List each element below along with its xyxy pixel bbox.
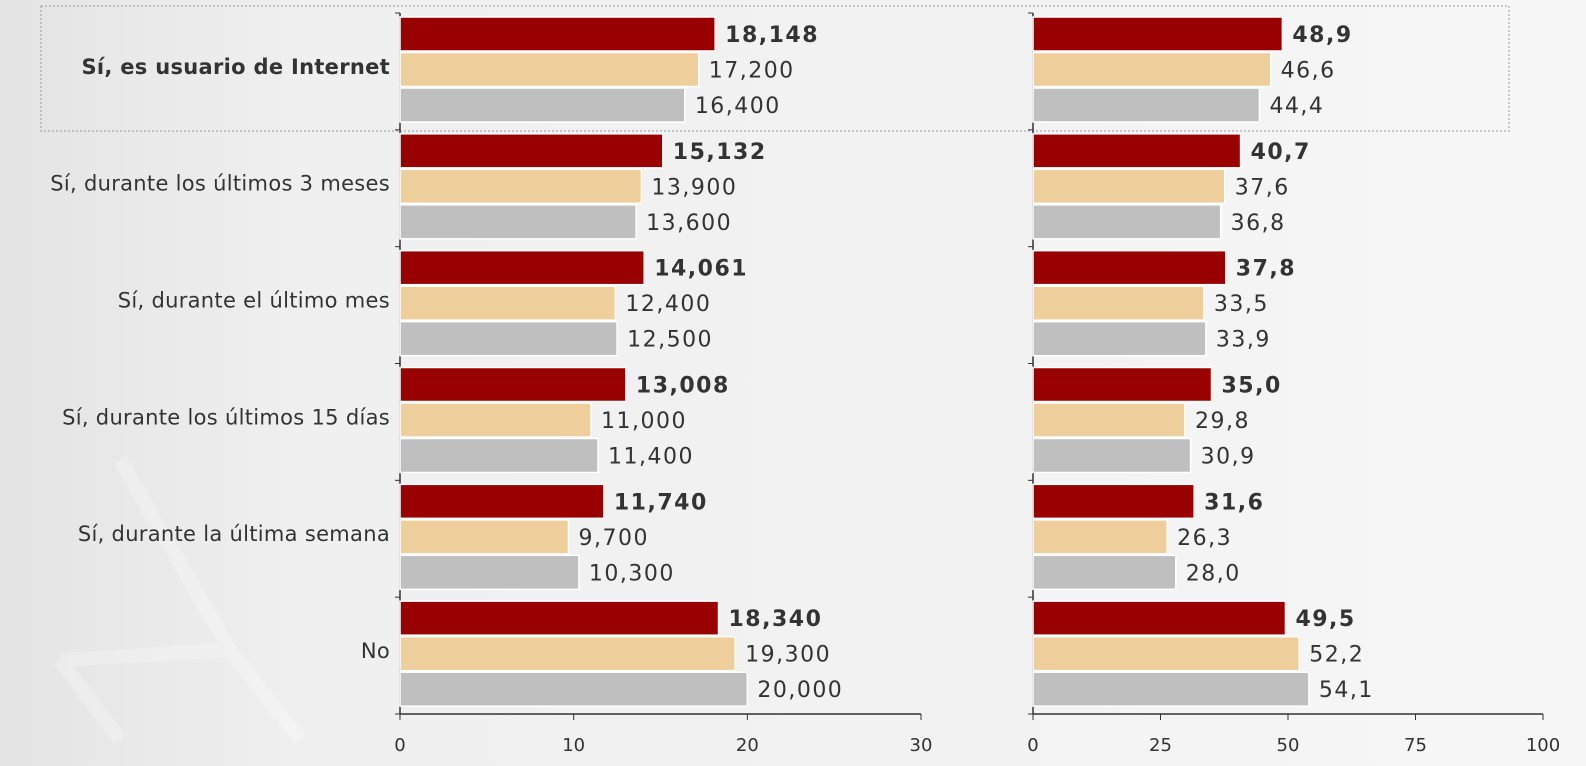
bar [399,437,599,474]
x-tick-label: 0 [1027,735,1038,756]
value-label: 18,340 [729,607,823,632]
bar [1032,437,1192,474]
bar [399,366,627,403]
value-label: 12,500 [627,328,713,353]
category-label: Sí, durante los últimos 15 días [62,405,390,429]
value-label: 11,400 [608,445,694,470]
x-tick-label: 10 [562,735,585,756]
value-label: 11,740 [614,490,708,515]
value-label: 26,3 [1177,526,1232,551]
bar [1032,519,1168,555]
bar [1032,402,1186,438]
category-label: No [361,639,390,663]
bar [1032,87,1261,123]
bar [399,51,700,88]
value-label: 52,2 [1309,643,1364,668]
bar [399,402,592,438]
bar [399,600,720,636]
value-label: 36,8 [1231,211,1286,236]
bar [1032,600,1287,636]
bar [1032,320,1207,357]
value-label: 46,6 [1281,59,1336,84]
bar [399,204,637,240]
background-decor [54,456,306,745]
bar [399,168,643,205]
value-label: 19,300 [745,643,831,668]
value-label: 33,9 [1216,328,1271,353]
value-label: 29,8 [1195,409,1250,434]
bar [399,320,618,357]
bar [399,671,749,707]
bar [399,16,716,52]
x-tick-label: 0 [394,735,405,756]
value-label: 14,061 [654,257,748,282]
x-tick-label: 75 [1404,735,1427,756]
value-label: 11,000 [601,409,687,434]
value-label: 15,132 [673,140,767,165]
bar [399,635,736,672]
value-label: 35,0 [1222,374,1282,399]
bar [399,249,645,286]
value-label: 12,400 [625,292,711,317]
x-tick-label: 50 [1277,735,1300,756]
value-label: 28,0 [1186,561,1241,586]
bar [1032,554,1177,591]
value-label: 13,600 [646,211,732,236]
x-tick-label: 25 [1149,735,1172,756]
value-label: 54,1 [1319,678,1374,703]
bar [1032,366,1213,403]
bar [1032,51,1272,88]
value-label: 18,148 [725,23,819,48]
value-label: 13,900 [651,175,737,200]
bar [1032,16,1284,52]
value-label: 49,5 [1295,607,1355,632]
bar [1032,249,1227,286]
bar [399,87,686,123]
value-label: 10,300 [589,561,675,586]
value-label: 17,200 [709,59,795,84]
value-label: 37,6 [1235,175,1290,200]
x-tick-label: 20 [736,735,759,756]
x-tick-label: 30 [910,735,933,756]
value-label: 13,008 [636,374,730,399]
bar [1032,671,1310,707]
bar [1032,133,1242,169]
value-label: 33,5 [1214,292,1269,317]
category-label: Sí, durante la última semana [78,522,390,546]
value-label: 48,9 [1292,23,1352,48]
bar [1032,285,1205,321]
value-label: 44,4 [1269,94,1324,119]
category-label: Sí, durante los últimos 3 meses [50,172,390,196]
bar [1032,483,1195,520]
value-label: 16,400 [695,94,781,119]
value-label: 37,8 [1236,257,1296,282]
category-label: Sí, es usuario de Internet [81,55,390,79]
bar [399,285,617,321]
bar [399,483,605,520]
value-label: 31,6 [1204,490,1264,515]
bar [399,554,580,591]
bar [399,519,570,555]
value-label: 20,000 [757,678,843,703]
bar [399,133,664,169]
value-label: 40,7 [1251,140,1311,165]
x-tick-label: 100 [1526,735,1560,756]
category-label: Sí, durante el último mes [118,289,390,313]
value-label: 30,9 [1201,445,1256,470]
highlight-box [40,5,1510,132]
bar [1032,168,1226,205]
value-label: 9,700 [578,526,648,551]
bar [1032,204,1222,240]
bar [1032,635,1300,672]
